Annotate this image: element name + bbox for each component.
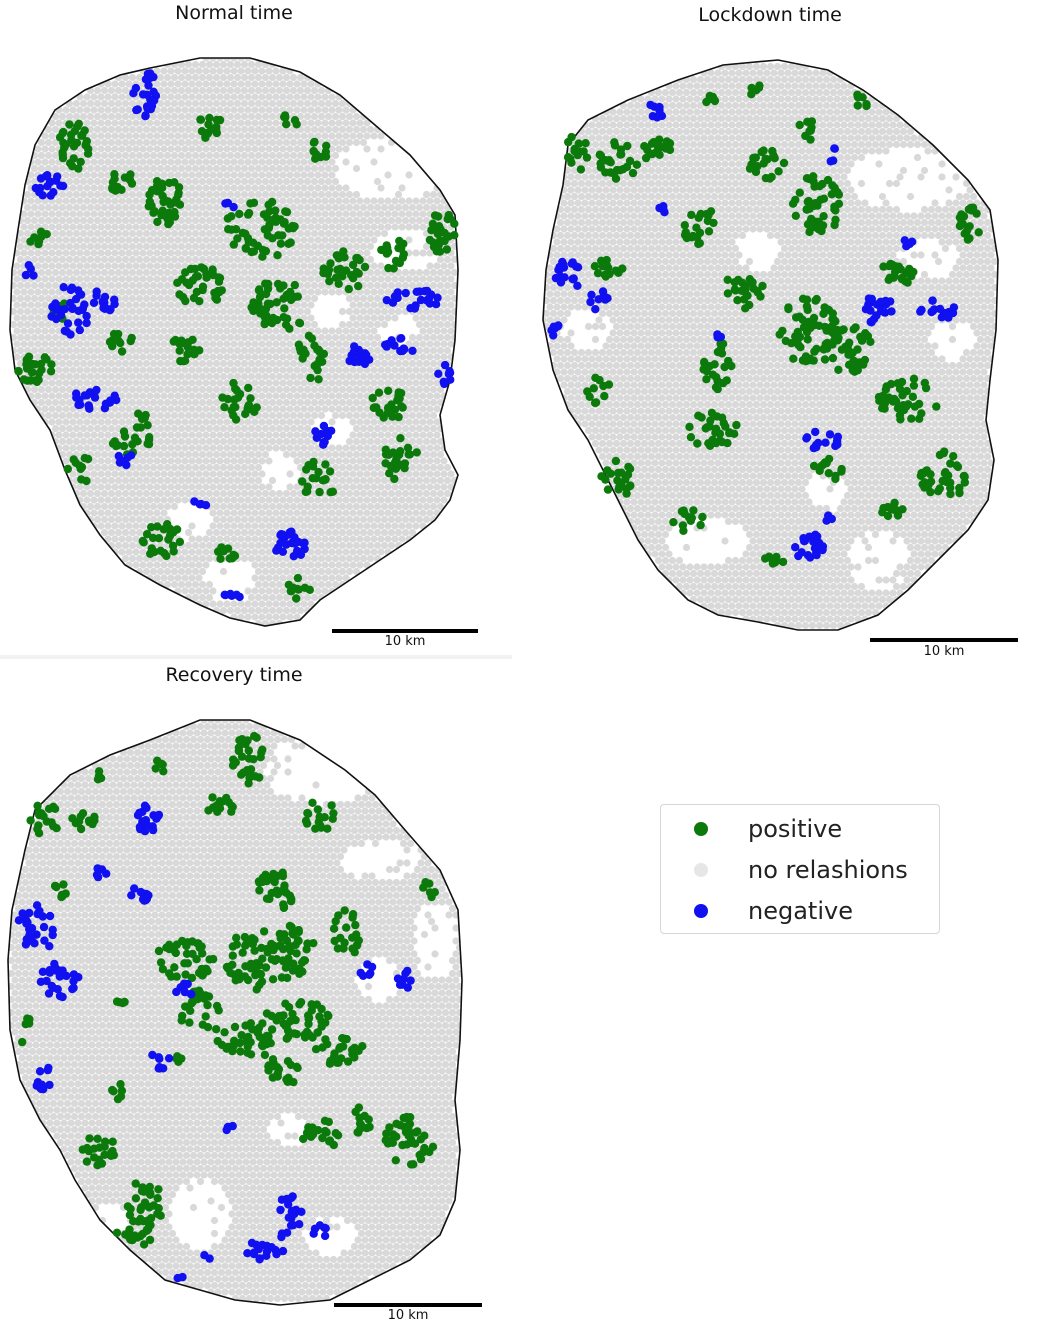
negative-points [21, 69, 455, 602]
city-boundary [542, 59, 999, 631]
blue-dot-icon [694, 904, 708, 918]
panel-separator [0, 655, 512, 659]
green-dot-icon [694, 822, 708, 836]
map-normal [9, 57, 459, 627]
positive-points [563, 81, 983, 568]
gray-dot-icon [694, 863, 708, 877]
negative-points [14, 801, 415, 1283]
scale-bar [870, 638, 1018, 642]
legend-label: no relashions [748, 856, 908, 884]
scale-bar-label: 10 km [387, 1308, 429, 1323]
map-lockdown [542, 59, 999, 631]
panel-title: Normal time [175, 2, 293, 24]
scale-bar-label: 10 km [923, 644, 965, 659]
map-panel-normal: Normal time 10 km [0, 0, 512, 655]
panel-title: Recovery time [165, 664, 303, 686]
scale-bar [332, 629, 478, 633]
legend-item-negative: negative [661, 891, 939, 931]
positive-points [14, 111, 459, 603]
city-boundary [7, 719, 463, 1306]
map-panel-lockdown: Lockdown time 10 km [528, 0, 1028, 665]
positive-points [18, 731, 439, 1249]
map-panel-recovery: Recovery time 10 km [0, 660, 512, 1335]
panel-title: Lockdown time [698, 4, 842, 26]
legend: positive no relashions negative [660, 804, 940, 934]
legend-label: positive [748, 815, 843, 843]
no-relation-points [543, 62, 998, 630]
legend-item-positive: positive [661, 809, 939, 849]
legend-label: negative [748, 897, 853, 925]
map-recovery [7, 719, 463, 1306]
legend-item-no-relation: no relashions [661, 850, 939, 890]
city-boundary [9, 57, 459, 627]
scale-bar-label: 10 km [384, 634, 426, 649]
negative-points [547, 100, 959, 562]
scale-bar [334, 1303, 482, 1307]
